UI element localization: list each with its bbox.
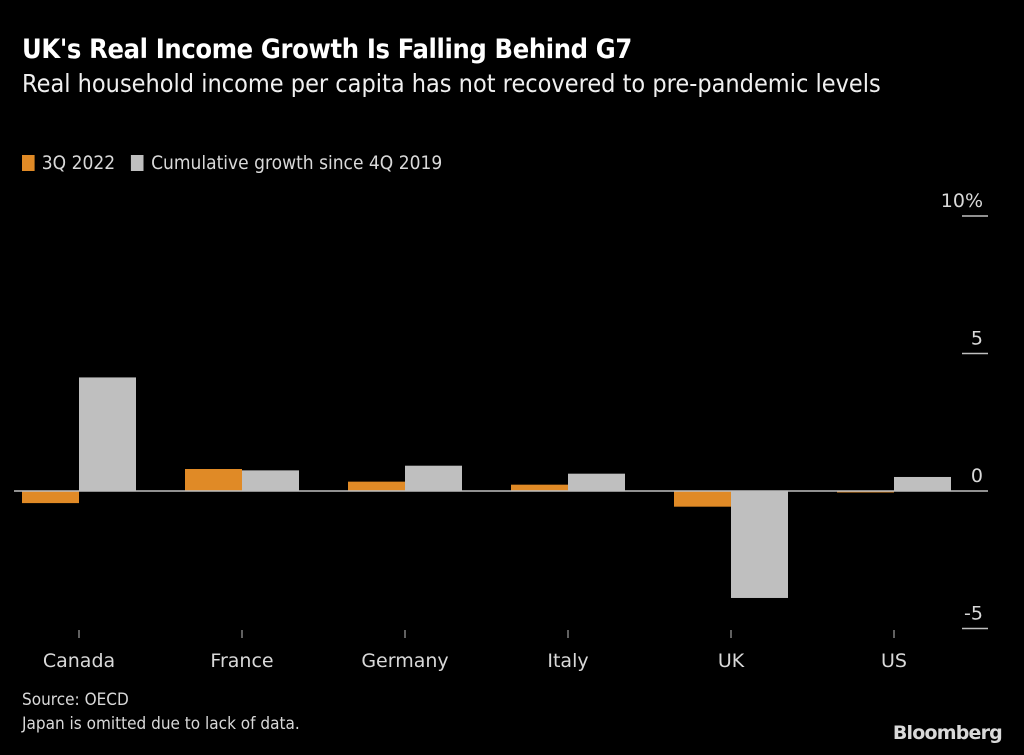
bar-france-cumulative [242,470,299,491]
y-tick-label: -5 [964,603,983,625]
bar-germany-cumulative [405,465,462,491]
bar-italy-3q-2022 [511,484,568,491]
legend-swatch-gray [131,155,144,171]
omission-note: Japan is omitted due to lack of data. [22,714,300,734]
legend-item-3q-2022: 3Q 2022 [22,152,115,174]
bar-italy-cumulative [568,473,625,491]
legend-label: Cumulative growth since 4Q 2019 [151,152,443,174]
bar-uk-cumulative [731,491,788,598]
chart-subtitle: Real household income per capita has not… [22,69,881,98]
x-tick-label: UK [718,650,745,672]
x-tick-label: Canada [43,650,115,672]
y-tick-label: 5 [971,328,983,350]
legend-swatch-orange [22,155,35,171]
bar-canada-cumulative [79,377,136,491]
legend-label: 3Q 2022 [41,152,116,174]
source-note: Source: OECD [22,690,129,710]
x-tick-label: US [881,650,907,672]
legend-item-cumulative: Cumulative growth since 4Q 2019 [131,152,442,174]
footer: Source: OECD Japan is omitted due to lac… [22,688,300,736]
x-tick-label: Germany [361,650,448,672]
bar-canada-3q-2022 [22,491,79,504]
chart-title: UK's Real Income Growth Is Falling Behin… [22,34,632,65]
x-tick-label: Italy [547,650,588,672]
legend: 3Q 2022 Cumulative growth since 4Q 2019 [22,152,458,174]
bar-uk-3q-2022 [674,491,731,507]
y-tick-label: 0 [971,465,983,487]
y-tick-label: 10% [941,190,983,212]
bar-us-cumulative [894,476,951,491]
bar-france-3q-2022 [185,469,242,491]
bar-germany-3q-2022 [348,481,405,491]
bloomberg-logo: Bloomberg [892,722,1003,744]
x-tick-label: France [210,650,273,672]
